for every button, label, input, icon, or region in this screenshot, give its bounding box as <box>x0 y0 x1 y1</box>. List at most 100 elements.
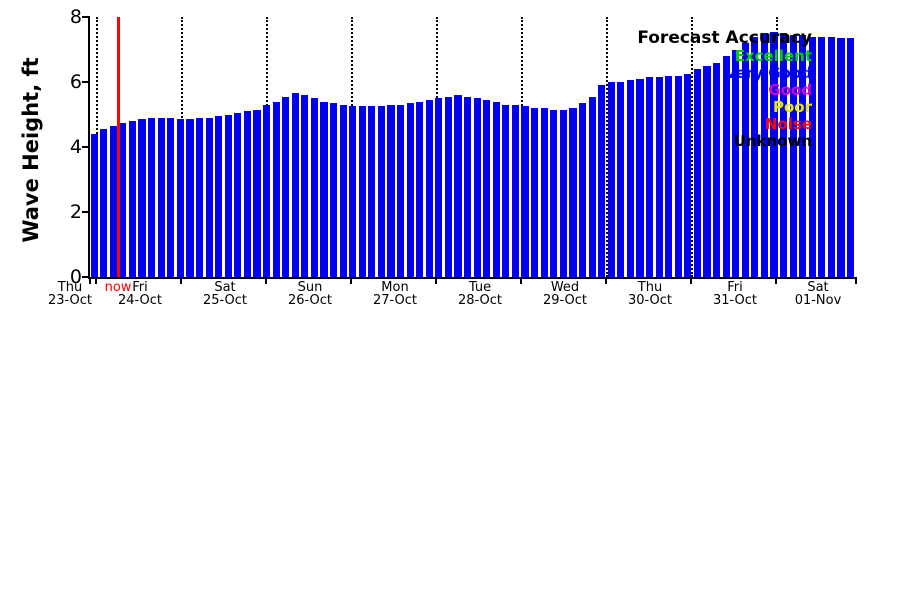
day-name: Sun <box>297 280 323 295</box>
wave-height-bar <box>243 111 251 277</box>
wave-height-bar <box>770 31 778 277</box>
x-tick-mark <box>265 279 267 284</box>
y-axis-line <box>88 16 90 279</box>
legend-title: Forecast Accuracy <box>637 28 812 48</box>
x-axis-line <box>88 277 857 279</box>
wave-height-bar <box>387 104 395 277</box>
now-line <box>116 17 120 277</box>
day-date: 28-Oct <box>457 293 503 308</box>
x-axis-day-label: Mon 27-Oct <box>353 281 437 307</box>
wave-height-bar <box>722 56 730 277</box>
wave-height-bar <box>712 62 721 277</box>
wave-height-bar <box>167 117 175 277</box>
wave-height-bar <box>406 103 414 277</box>
wave-height-bar <box>607 82 615 277</box>
day-name: Wed <box>550 280 580 295</box>
day-date: 27-Oct <box>372 293 418 308</box>
wave-height-bar <box>483 99 491 277</box>
wave-height-bar <box>674 75 682 277</box>
wave-height-bar <box>148 117 156 277</box>
wave-height-bar <box>291 93 299 277</box>
wave-height-bar <box>473 98 481 277</box>
legend-item-unknown: Unknown <box>733 132 812 150</box>
day-divider-line <box>691 17 693 277</box>
day-name: Thu <box>637 280 663 295</box>
wave-height-bar <box>502 104 510 277</box>
day-date: 25-Oct <box>202 293 248 308</box>
wave-height-bar <box>741 43 749 277</box>
x-tick-mark <box>180 279 182 284</box>
day-name: Mon <box>381 280 409 295</box>
wave-height-bar <box>626 80 634 277</box>
wave-height-bar <box>464 96 472 277</box>
y-tick-label: 2 <box>69 201 82 223</box>
wave-height-bar <box>684 73 692 277</box>
x-axis-day-label: Sun 26-Oct <box>268 281 352 307</box>
x-tick-mark <box>95 279 97 284</box>
wave-height-bar <box>310 98 318 277</box>
legend-item-excellent: Excellent <box>734 47 812 65</box>
x-axis-day-label: Tue 28-Oct <box>438 281 522 307</box>
day-name: Fri <box>727 280 743 295</box>
wave-height-bar <box>109 125 117 277</box>
wave-height-bar <box>435 98 443 277</box>
wave-height-bar <box>703 65 711 277</box>
y-tick-label: 0 <box>69 266 82 288</box>
wave-height-bar <box>559 109 567 277</box>
x-tick-mark <box>520 279 522 284</box>
legend-item-good: Good <box>768 81 812 99</box>
wave-height-bar <box>205 117 213 277</box>
wave-height-bar <box>578 103 587 277</box>
y-tick-label: 4 <box>69 136 82 158</box>
wave-height-bar <box>693 69 701 277</box>
x-tick-mark <box>690 279 692 284</box>
y-tick-label: 8 <box>69 6 82 28</box>
y-tick-mark <box>82 81 89 83</box>
wave-height-bar <box>780 33 788 277</box>
x-tick-mark <box>350 279 352 284</box>
day-name: Thu <box>57 280 83 295</box>
wave-height-bar <box>531 108 539 277</box>
day-name: Sat <box>807 280 829 295</box>
x-axis-day-label: Sat 25-Oct <box>183 281 267 307</box>
day-date: 24-Oct <box>117 293 163 308</box>
wave-height-bar <box>617 82 625 277</box>
x-tick-mark <box>855 279 857 284</box>
wave-height-bar <box>550 109 558 277</box>
day-date: 29-Oct <box>542 293 588 308</box>
wave-height-bar <box>569 108 577 277</box>
legend-item-noise: Noise <box>764 115 812 133</box>
y-tick-mark <box>82 16 89 18</box>
now-label: now <box>104 280 132 295</box>
wave-height-bar <box>425 99 433 277</box>
wave-height-bar <box>799 34 807 277</box>
wave-height-bar <box>186 119 194 277</box>
wave-height-bar <box>636 78 644 277</box>
wave-height-bar <box>368 106 376 277</box>
plot-area: Forecast Accuracy Excellent Very Good Go… <box>90 17 856 277</box>
wave-height-bar <box>588 96 596 277</box>
wave-height-bar <box>253 109 261 277</box>
day-divider-line <box>606 17 608 277</box>
wave-height-bar <box>138 119 146 277</box>
wave-height-bar <box>732 49 740 277</box>
wave-height-bar <box>301 95 309 277</box>
wave-height-bar <box>339 104 347 277</box>
legend: Forecast Accuracy Excellent Very Good Go… <box>637 29 812 150</box>
x-axis-day-label: Thu 23-Oct <box>28 281 112 307</box>
x-axis-day-label: Fri 31-Oct <box>693 281 777 307</box>
wave-height-bar <box>397 104 405 277</box>
wave-height-bar <box>655 77 663 277</box>
wave-height-bar <box>416 101 424 277</box>
x-tick-mark <box>775 279 777 284</box>
wave-height-bar <box>128 121 137 277</box>
wave-height-bar <box>90 134 98 277</box>
wave-height-bar <box>808 36 816 277</box>
wave-height-bar <box>176 119 184 277</box>
day-date: 01-Nov <box>794 293 842 308</box>
wave-height-bar <box>540 108 548 277</box>
wave-height-bar <box>444 96 453 277</box>
day-date: 30-Oct <box>627 293 673 308</box>
wave-height-bar <box>100 129 108 277</box>
